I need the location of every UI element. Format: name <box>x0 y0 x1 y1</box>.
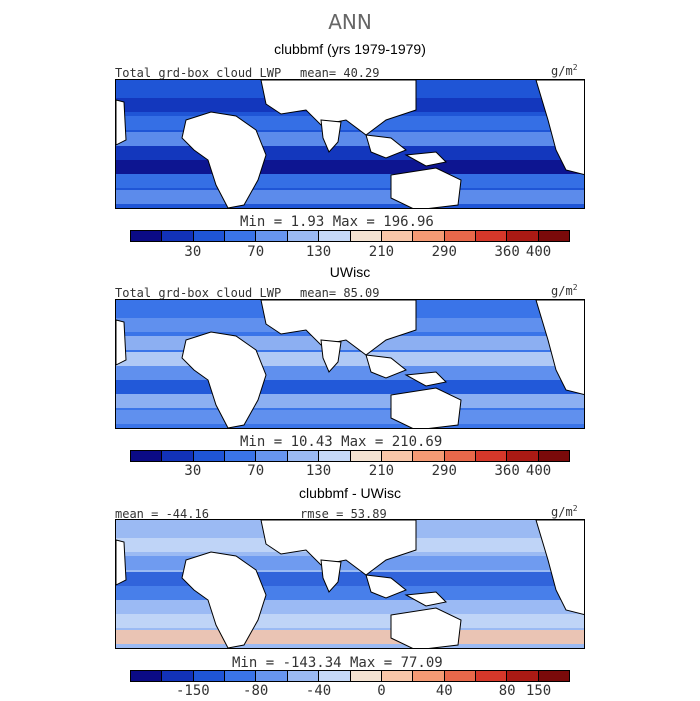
panel-2-map <box>115 299 585 429</box>
colorbar-tick-label: 40 <box>435 683 453 699</box>
colorbar-tick-label: 400 <box>525 463 552 479</box>
colorbar-swatch <box>256 671 288 681</box>
colorbar-swatch <box>381 451 414 461</box>
colorbar-swatch <box>507 231 539 241</box>
colorbar-swatch <box>350 451 382 461</box>
colorbar-swatch <box>287 451 320 461</box>
panel-2-colorbar-ticks: 30 70 130 210 290 360 400 <box>130 463 570 481</box>
colorbar-swatch <box>319 671 351 681</box>
colorbar-swatch <box>475 671 508 681</box>
colorbar-swatch <box>162 451 194 461</box>
colorbar-swatch <box>193 451 226 461</box>
colorbar-swatch <box>444 671 476 681</box>
colorbar-tick-label: 70 <box>247 244 265 260</box>
panel-2-mean-label: mean= 85.09 <box>300 286 380 300</box>
colorbar-tick-label: -150 <box>175 683 210 699</box>
panel-1-mean-label: mean= 40.29 <box>300 66 380 80</box>
colorbar-tick-label: 80 <box>498 683 516 699</box>
panel-2-unit: g/m2 <box>551 283 578 298</box>
colorbar-swatch <box>131 231 163 241</box>
panel-2-colorbar <box>130 450 570 462</box>
colorbar-swatch <box>507 451 539 461</box>
panel-3-min-max: Min = -143.34 Max = 77.09 <box>232 655 443 671</box>
colorbar-swatch <box>319 451 351 461</box>
panel-3-rmse-label: rmse = 53.89 <box>300 507 387 521</box>
colorbar-tick-label: 0 <box>377 683 386 699</box>
colorbar-swatch <box>256 231 288 241</box>
panel-3-colorbar-ticks: -150 -80 -40 0 40 80 150 <box>130 683 570 701</box>
panel-3-map <box>115 519 585 649</box>
colorbar-swatch <box>193 671 226 681</box>
colorbar-swatch <box>162 231 194 241</box>
colorbar-swatch <box>287 231 320 241</box>
panel-1-map <box>115 79 585 209</box>
panel-1-min-max: Min = 1.93 Max = 196.96 <box>240 214 434 230</box>
colorbar-tick-label: 150 <box>525 683 552 699</box>
colorbar-tick-label: 70 <box>247 463 265 479</box>
colorbar-tick-label: 210 <box>368 463 395 479</box>
colorbar-swatch <box>131 451 163 461</box>
colorbar-tick-label: -40 <box>305 683 332 699</box>
colorbar-tick-label: 30 <box>184 463 202 479</box>
colorbar-swatch <box>538 671 570 681</box>
colorbar-tick-label: 130 <box>305 244 332 260</box>
colorbar-swatch <box>507 671 539 681</box>
panel-2-title: UWisc <box>329 264 371 280</box>
colorbar-tick-label: 360 <box>494 463 520 479</box>
panel-1-unit: g/m2 <box>551 63 578 78</box>
panel-1-title: clubbmf (yrs 1979-1979) <box>274 41 426 57</box>
colorbar-swatch <box>256 451 288 461</box>
colorbar-swatch <box>225 451 257 461</box>
colorbar-swatch <box>475 231 508 241</box>
panel-1-variable-label: Total grd-box cloud LWP <box>115 66 282 80</box>
colorbar-tick-label: 30 <box>184 244 202 260</box>
colorbar-tick-label: 130 <box>305 463 332 479</box>
colorbar-swatch <box>413 231 445 241</box>
panel-3-title: clubbmf - UWisc <box>299 485 401 501</box>
panel-3-colorbar <box>130 670 570 682</box>
panel-1-colorbar-ticks: 30 70 130 210 290 360 400 <box>130 244 570 262</box>
colorbar-swatch <box>225 671 257 681</box>
figure-title: ANN <box>328 10 372 34</box>
colorbar-swatch <box>287 671 320 681</box>
colorbar-swatch <box>538 231 570 241</box>
colorbar-swatch <box>413 451 445 461</box>
colorbar-swatch <box>162 671 194 681</box>
panel-2-min-max: Min = 10.43 Max = 210.69 <box>240 434 443 450</box>
colorbar-tick-label: 360 <box>494 244 520 260</box>
colorbar-swatch <box>475 451 508 461</box>
colorbar-swatch <box>193 231 226 241</box>
colorbar-swatch <box>131 671 163 681</box>
colorbar-tick-label: 400 <box>525 244 552 260</box>
colorbar-swatch <box>225 231 257 241</box>
colorbar-swatch <box>319 231 351 241</box>
panel-3-mean-label: mean = -44.16 <box>115 507 209 521</box>
colorbar-tick-label: 290 <box>431 244 457 260</box>
panel-1-colorbar <box>130 230 570 242</box>
colorbar-tick-label: 210 <box>368 244 395 260</box>
colorbar-swatch <box>538 451 570 461</box>
colorbar-swatch <box>444 231 476 241</box>
colorbar-tick-label: -80 <box>243 683 269 699</box>
colorbar-swatch <box>350 671 382 681</box>
colorbar-swatch <box>381 671 414 681</box>
colorbar-swatch <box>381 231 414 241</box>
colorbar-tick-label: 290 <box>431 463 457 479</box>
colorbar-swatch <box>444 451 476 461</box>
panel-2-variable-label: Total grd-box cloud LWP <box>115 286 282 300</box>
colorbar-swatch <box>413 671 445 681</box>
colorbar-swatch <box>350 231 382 241</box>
panel-3-unit: g/m2 <box>551 504 578 519</box>
